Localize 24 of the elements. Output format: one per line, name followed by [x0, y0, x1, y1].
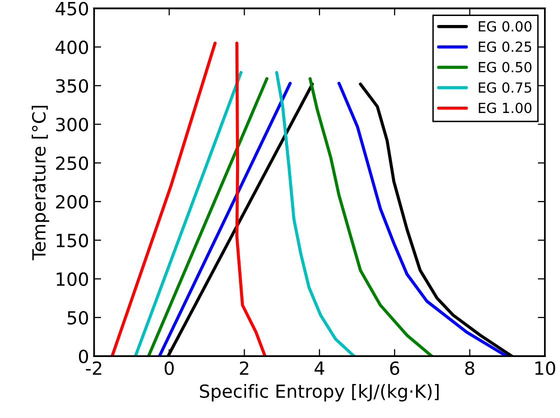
x-tick-label: 8 — [465, 361, 474, 375]
y-tick-label: 50 — [68, 310, 88, 325]
y-tick-label: 100 — [56, 272, 88, 286]
x-tick-label: 0 — [164, 361, 174, 375]
x-tick-label: 10 — [535, 361, 556, 375]
y-tick-label: 250 — [56, 156, 88, 170]
legend-label: EG 0.00 — [478, 21, 532, 32]
y-tick-label: 400 — [56, 40, 88, 54]
x-tick-label: 6 — [390, 361, 400, 375]
legend-label: EG 0.25 — [478, 41, 532, 52]
legend-label: EG 0.50 — [478, 62, 532, 72]
legend-label: EG 1.00 — [478, 102, 532, 114]
legend-label: EG 0.75 — [478, 82, 532, 93]
y-tick-label: 150 — [56, 234, 88, 248]
y-tick-label: 0 — [78, 350, 88, 364]
x-tick-label: -2 — [86, 361, 102, 375]
y-tick-label: 350 — [56, 79, 88, 93]
y-tick-label: 450 — [56, 2, 88, 16]
x-tick-label: 2 — [240, 361, 248, 375]
x-tick-label: 4 — [314, 362, 324, 375]
y-tick-label: 200 — [56, 195, 88, 209]
x-axis-title: Specific Entropy [kJ/(kg·K)] — [200, 384, 439, 402]
y-tick-label: 300 — [56, 118, 88, 132]
y-axis-title: Temperature [°C] — [32, 106, 50, 260]
